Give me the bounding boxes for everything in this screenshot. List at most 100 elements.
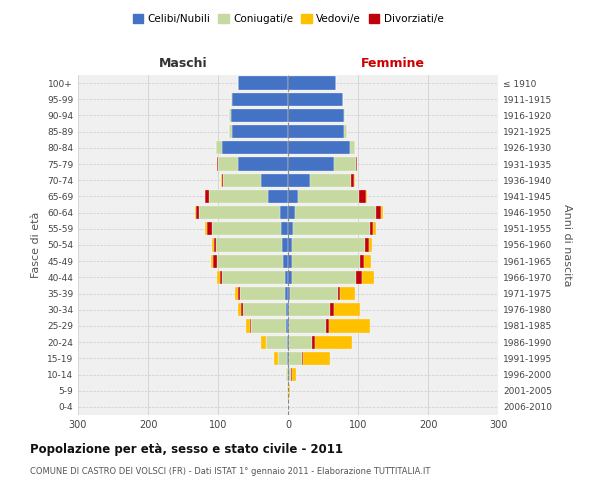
Bar: [326, 320, 329, 332]
Bar: [207, 222, 212, 235]
Bar: [295, 206, 376, 220]
Bar: [310, 174, 351, 187]
Text: Maschi: Maschi: [158, 57, 208, 70]
Bar: [216, 238, 283, 252]
Bar: [278, 352, 287, 365]
Bar: [334, 158, 356, 170]
Bar: [316, 336, 352, 349]
Bar: [213, 254, 217, 268]
Bar: [344, 125, 347, 138]
Bar: [373, 222, 376, 235]
Bar: [221, 141, 288, 154]
Bar: [288, 222, 293, 235]
Bar: [292, 368, 296, 381]
Text: Femmine: Femmine: [361, 57, 425, 70]
Bar: [312, 336, 316, 349]
Bar: [288, 125, 344, 138]
Bar: [283, 254, 288, 268]
Bar: [288, 141, 350, 154]
Bar: [284, 270, 288, 284]
Bar: [283, 238, 288, 252]
Y-axis label: Anni di nascita: Anni di nascita: [562, 204, 572, 286]
Bar: [298, 190, 359, 203]
Bar: [365, 238, 368, 252]
Bar: [238, 287, 240, 300]
Bar: [251, 320, 286, 332]
Bar: [196, 206, 199, 220]
Bar: [289, 384, 290, 398]
Bar: [221, 270, 284, 284]
Bar: [287, 384, 288, 398]
Bar: [218, 158, 238, 170]
Bar: [288, 174, 310, 187]
Bar: [288, 384, 289, 398]
Bar: [232, 125, 288, 138]
Bar: [370, 222, 373, 235]
Bar: [292, 270, 356, 284]
Bar: [220, 270, 221, 284]
Bar: [223, 174, 262, 187]
Bar: [288, 352, 289, 365]
Bar: [281, 222, 288, 235]
Bar: [195, 206, 196, 220]
Bar: [376, 206, 381, 220]
Bar: [285, 287, 288, 300]
Bar: [289, 336, 312, 349]
Bar: [288, 158, 334, 170]
Bar: [229, 109, 230, 122]
Bar: [364, 254, 371, 268]
Bar: [290, 287, 338, 300]
Bar: [288, 368, 289, 381]
Bar: [289, 352, 302, 365]
Bar: [266, 336, 287, 349]
Bar: [288, 238, 292, 252]
Bar: [246, 320, 250, 332]
Bar: [360, 254, 364, 268]
Text: COMUNE DI CASTRO DEI VOLSCI (FR) - Dati ISTAT 1° gennaio 2011 - Elaborazione TUT: COMUNE DI CASTRO DEI VOLSCI (FR) - Dati …: [30, 468, 430, 476]
Bar: [351, 174, 354, 187]
Bar: [356, 270, 362, 284]
Bar: [262, 336, 266, 349]
Bar: [288, 92, 343, 106]
Bar: [289, 368, 291, 381]
Bar: [262, 174, 288, 187]
Bar: [288, 320, 289, 332]
Y-axis label: Fasce di età: Fasce di età: [31, 212, 41, 278]
Bar: [302, 352, 304, 365]
Bar: [238, 76, 288, 90]
Bar: [212, 238, 214, 252]
Bar: [338, 287, 340, 300]
Bar: [288, 190, 298, 203]
Bar: [288, 270, 292, 284]
Bar: [344, 109, 346, 122]
Bar: [334, 303, 360, 316]
Bar: [235, 287, 238, 300]
Bar: [214, 238, 216, 252]
Bar: [288, 76, 335, 90]
Bar: [209, 190, 268, 203]
Bar: [250, 320, 251, 332]
Bar: [205, 222, 207, 235]
Bar: [287, 336, 288, 349]
Bar: [238, 303, 241, 316]
Bar: [361, 270, 374, 284]
Bar: [217, 270, 220, 284]
Bar: [288, 206, 295, 220]
Bar: [242, 303, 286, 316]
Bar: [289, 320, 326, 332]
Bar: [340, 287, 355, 300]
Bar: [286, 303, 288, 316]
Bar: [381, 206, 383, 220]
Bar: [304, 352, 330, 365]
Bar: [216, 141, 221, 154]
Bar: [286, 320, 288, 332]
Bar: [238, 158, 288, 170]
Bar: [205, 190, 209, 203]
Bar: [288, 109, 344, 122]
Bar: [199, 206, 280, 220]
Bar: [292, 238, 365, 252]
Bar: [350, 141, 355, 154]
Bar: [329, 320, 370, 332]
Bar: [288, 287, 290, 300]
Bar: [241, 303, 242, 316]
